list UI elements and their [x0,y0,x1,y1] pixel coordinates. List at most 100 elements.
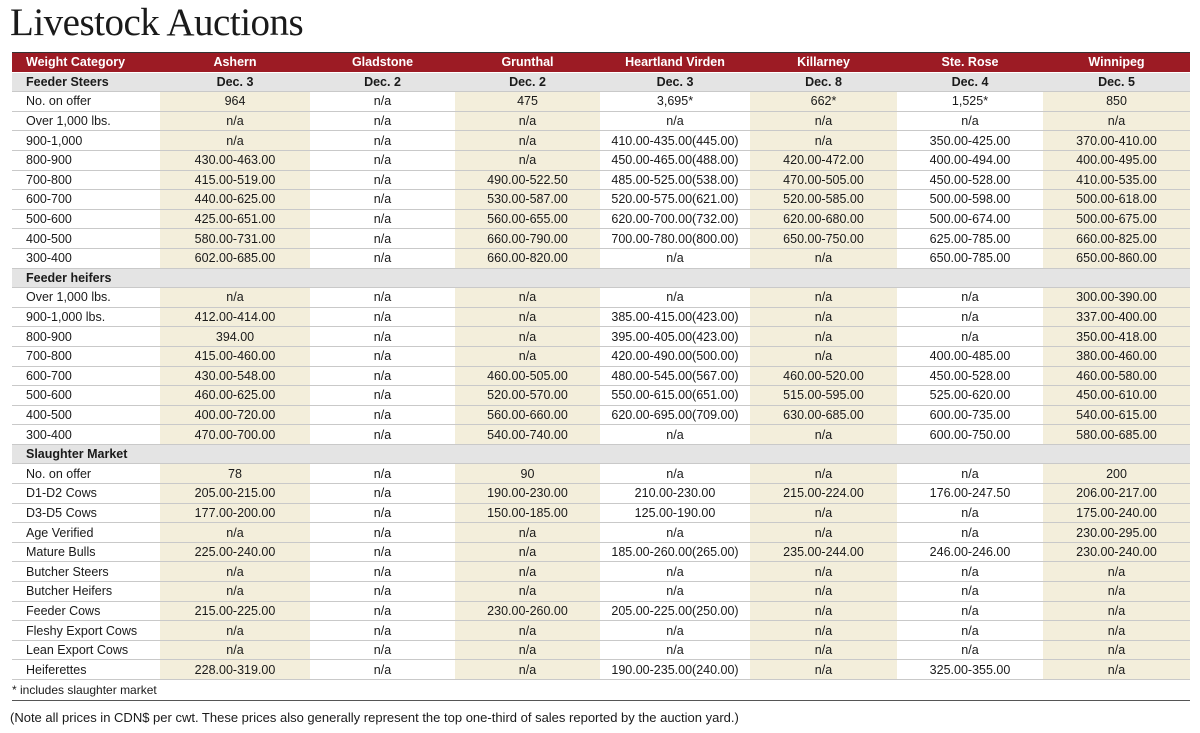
price-cell: n/a [600,287,750,308]
row-label: Over 1,000 lbs. [12,111,160,132]
data-row: 600-700 430.00-548.00 n/a 460.00-505.00 480.… [12,366,1190,387]
price-cell: n/a [1043,659,1190,680]
price-cell: n/a [455,346,600,367]
price-cell: 650.00-785.00 [897,248,1043,269]
price-cell: 560.00-655.00 [455,209,600,230]
price-cell: 225.00-240.00 [160,542,310,563]
price-cell: 425.00-651.00 [160,209,310,230]
price-cell: n/a [310,228,455,249]
price-cell: 470.00-505.00 [750,170,897,191]
price-cell: 230.00-240.00 [1043,542,1190,563]
price-cell: 350.00-425.00 [897,130,1043,151]
price-cell: n/a [310,111,455,132]
price-cell: n/a [1043,620,1190,641]
price-cell: n/a [897,640,1043,661]
data-row: Butcher Heifers n/a n/a n/a n/a n/a n/a n/a [12,581,1190,602]
price-cell: n/a [897,463,1043,485]
rule [12,700,1190,701]
price-cell: 175.00-240.00 [1043,503,1190,524]
price-cell: n/a [1043,561,1190,583]
row-label: 700-800 [12,346,160,367]
price-cell: n/a [310,640,455,661]
row-label: 900-1,000 lbs. [12,307,160,328]
price-cell: 540.00-740.00 [455,424,600,445]
price-cell: 700.00-780.00(800.00) [600,228,750,249]
price-cell: 350.00-418.00 [1043,326,1190,347]
row-label: Lean Export Cows [12,640,160,661]
auction-date: Dec. 3 [160,72,310,93]
price-cell: n/a [750,522,897,543]
price-cell: n/a [750,346,897,367]
price-cell: n/a [310,385,455,406]
price-cell: 400.00-495.00 [1043,150,1190,171]
price-cell: n/a [310,424,455,445]
data-row: 700-800 415.00-460.00 n/a n/a 420.00-490.00(… [12,346,1190,367]
price-cell: 125.00-190.00 [600,503,750,524]
price-cell: 150.00-185.00 [455,503,600,524]
data-row: Butcher Steers n/a n/a n/a n/a n/a n/a n/a [12,561,1190,583]
price-cell: 230.00-295.00 [1043,522,1190,543]
row-label: Butcher Heifers [12,581,160,602]
price-cell: 650.00-750.00 [750,228,897,249]
data-row: Age Verified n/a n/a n/a n/a n/a n/a 230.00-295… [12,522,1190,543]
price-cell: 500.00-675.00 [1043,209,1190,230]
price-cell: n/a [310,189,455,210]
row-label: Butcher Steers [12,561,160,583]
price-cell: 177.00-200.00 [160,503,310,524]
row-label: 300-400 [12,424,160,445]
auction-date: Dec. 8 [750,72,897,93]
price-cell: 520.00-585.00 [750,189,897,210]
price-cell: n/a [160,111,310,132]
data-row: 700-800 415.00-519.00 n/a 490.00-522.50 485.… [12,170,1190,191]
row-label: No. on offer [12,91,160,112]
section-cell [310,444,455,465]
price-cell: n/a [310,326,455,347]
section-cell [160,268,310,289]
price-cell: n/a [455,620,600,641]
data-row: D3-D5 Cows 177.00-200.00 n/a 150.00-185.00 1… [12,503,1190,524]
price-cell: 230.00-260.00 [455,601,600,622]
price-cell: 190.00-235.00(240.00) [600,659,750,680]
data-row: No. on offer 964 n/a 475 3,695* 662* 1,525* 850 [12,91,1190,112]
price-cell: n/a [310,463,455,485]
price-cell: n/a [600,620,750,641]
price-cell: 205.00-225.00(250.00) [600,601,750,622]
row-label: 400-500 [12,228,160,249]
price-cell: n/a [897,503,1043,524]
price-cell: n/a [310,659,455,680]
price-cell: n/a [750,640,897,661]
price-cell: n/a [455,130,600,151]
price-cell: n/a [455,307,600,328]
price-cell: 440.00-625.00 [160,189,310,210]
row-label: 600-700 [12,366,160,387]
data-row: 400-500 400.00-720.00 n/a 560.00-660.00 620.… [12,405,1190,426]
row-label: 400-500 [12,405,160,426]
price-cell: n/a [897,561,1043,583]
row-label: 300-400 [12,248,160,269]
price-cell: n/a [160,640,310,661]
section-row: Feeder Steers Dec. 3 Dec. 2 Dec. 2 Dec. 3 Dec… [12,72,1190,93]
price-cell: n/a [750,659,897,680]
price-cell: n/a [750,561,897,583]
price-cell: n/a [160,561,310,583]
price-cell: 460.00-505.00 [455,366,600,387]
row-label: 800-900 [12,326,160,347]
price-cell: 520.00-575.00(621.00) [600,189,750,210]
data-row: 800-900 430.00-463.00 n/a n/a 450.00-465.00(… [12,150,1190,171]
price-cell: n/a [897,620,1043,641]
price-cell: n/a [310,91,455,112]
data-row: Feeder Cows 215.00-225.00 n/a 230.00-260.00… [12,601,1190,622]
auction-date: Dec. 3 [600,72,750,93]
price-cell: n/a [310,483,455,504]
column-header: Killarney [750,52,897,73]
price-cell: n/a [600,522,750,543]
price-cell: n/a [897,581,1043,602]
price-cell: 490.00-522.50 [455,170,600,191]
section-cell [897,268,1043,289]
price-cell: n/a [310,561,455,583]
price-cell: 580.00-685.00 [1043,424,1190,445]
price-cell: 235.00-244.00 [750,542,897,563]
table-body: Weight Category Ashern Gladstone Grunthal He… [12,52,1190,680]
price-cell: 485.00-525.00(538.00) [600,170,750,191]
row-label: 500-600 [12,209,160,230]
